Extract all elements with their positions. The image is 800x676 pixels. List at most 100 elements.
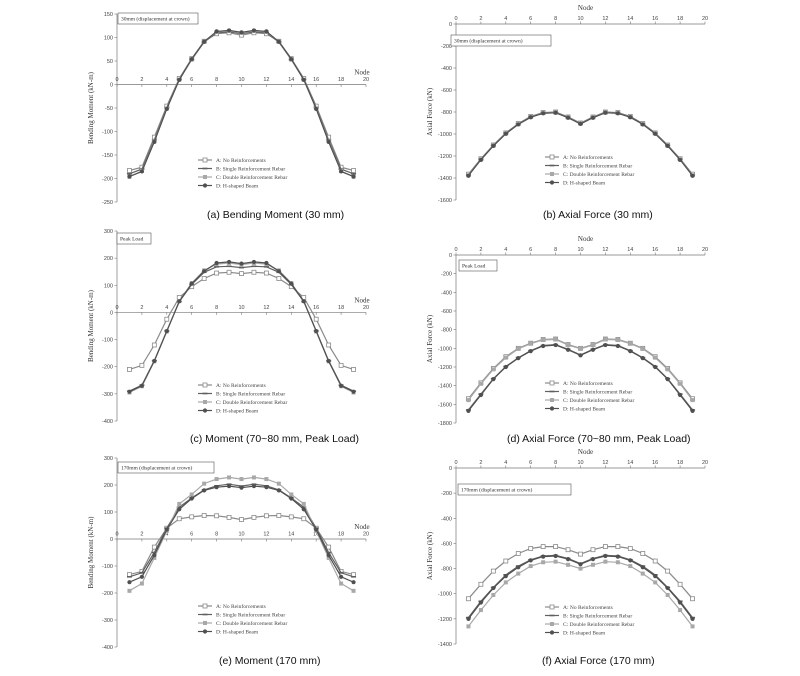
data-point-marker bbox=[326, 342, 332, 348]
y-tick-label: 0 bbox=[110, 537, 113, 543]
x-tick-label: 14 bbox=[627, 16, 633, 22]
data-point-marker bbox=[466, 173, 471, 178]
data-point-marker bbox=[541, 111, 546, 116]
y-tick-label: -1400 bbox=[438, 384, 452, 390]
y-tick-label: -300 bbox=[102, 392, 113, 398]
data-point-marker bbox=[528, 115, 533, 120]
x-tick-label: 12 bbox=[602, 460, 608, 466]
data-point-marker bbox=[164, 329, 169, 334]
x-tick-label: 10 bbox=[238, 77, 244, 83]
data-point-marker bbox=[202, 269, 207, 274]
y-tick-label: -300 bbox=[102, 618, 113, 624]
y-tick-label: -1600 bbox=[438, 198, 452, 204]
data-point-marker bbox=[541, 337, 546, 342]
y-tick-label: -200 bbox=[102, 365, 113, 371]
data-point-marker bbox=[201, 513, 207, 518]
data-point-marker bbox=[239, 30, 244, 35]
data-point-marker bbox=[189, 514, 195, 520]
data-point-marker bbox=[177, 501, 182, 506]
series-1 bbox=[127, 513, 356, 578]
legend-label: B: Single Reinforcement Rebar bbox=[216, 391, 285, 398]
data-point-marker bbox=[678, 600, 683, 605]
data-point-marker bbox=[289, 492, 294, 497]
series-3 bbox=[127, 261, 356, 395]
data-point-marker bbox=[326, 544, 332, 550]
data-point-marker bbox=[202, 39, 207, 44]
data-point-marker bbox=[301, 507, 306, 512]
legend-label: C: Double Reinforcement Rebar bbox=[216, 174, 287, 181]
legend-label: C: Double Reinforcement Rebar bbox=[216, 620, 287, 627]
data-point-marker bbox=[351, 389, 356, 394]
x-tick-label: 8 bbox=[215, 305, 218, 311]
x-tick-label: 18 bbox=[338, 532, 344, 538]
data-point-marker bbox=[628, 564, 633, 569]
data-point-marker bbox=[628, 558, 633, 563]
legend-label: D: H-shaped Beam bbox=[563, 631, 606, 637]
y-axis-title: Bending Moment (kN-m) bbox=[87, 289, 95, 362]
data-point-marker bbox=[678, 392, 683, 398]
chart-panel-4: 0 -200 -400 -600 -800 -1000 -1200 -1400 -1600 -18… bbox=[426, 235, 708, 427]
data-point-marker bbox=[151, 342, 157, 348]
annotation-label: 170mm (displacement at crown) bbox=[461, 487, 532, 494]
y-tick-label: -1600 bbox=[438, 402, 452, 408]
data-point-marker bbox=[203, 621, 207, 625]
data-point-marker bbox=[214, 513, 220, 519]
x-tick-label: 14 bbox=[288, 305, 294, 311]
data-point-marker bbox=[566, 343, 571, 348]
x-tick-label: 20 bbox=[702, 460, 708, 466]
series-1 bbox=[127, 30, 356, 173]
data-point-marker bbox=[239, 517, 244, 522]
data-point-marker bbox=[127, 174, 132, 179]
x-tick-label: 14 bbox=[288, 532, 294, 538]
data-point-marker bbox=[590, 347, 596, 352]
data-point-marker bbox=[665, 585, 670, 591]
data-point-marker bbox=[338, 362, 344, 368]
x-tick-label: 0 bbox=[454, 247, 457, 253]
data-point-marker bbox=[214, 29, 219, 34]
data-point-marker bbox=[603, 544, 608, 549]
series-3 bbox=[466, 337, 695, 403]
legend-label: C: Double Reinforcement Rebar bbox=[563, 171, 634, 178]
data-point-marker bbox=[503, 131, 508, 136]
data-point-marker bbox=[677, 581, 683, 587]
series-1 bbox=[466, 544, 695, 602]
data-point-marker bbox=[177, 299, 182, 304]
series-line bbox=[129, 514, 354, 576]
data-point-marker bbox=[351, 168, 356, 173]
data-point-marker bbox=[339, 383, 344, 388]
data-point-marker bbox=[628, 349, 633, 354]
data-point-marker bbox=[690, 398, 695, 403]
x-axis-title: Node bbox=[578, 235, 593, 243]
annotation-box bbox=[457, 483, 572, 496]
x-tick-label: 4 bbox=[504, 460, 507, 466]
series-2 bbox=[126, 265, 357, 392]
data-point-marker bbox=[139, 383, 144, 388]
x-tick-label: 4 bbox=[165, 77, 168, 83]
data-point-marker bbox=[565, 347, 571, 352]
x-tick-label: 8 bbox=[554, 460, 557, 466]
data-point-marker bbox=[264, 29, 269, 34]
annotation-box bbox=[116, 232, 152, 245]
y-tick-label: -1400 bbox=[438, 642, 452, 648]
legend-label: C: Double Reinforcement Rebar bbox=[563, 621, 634, 628]
series-line bbox=[129, 271, 354, 370]
data-point-marker bbox=[553, 337, 558, 342]
y-tick-label: -400 bbox=[441, 516, 452, 522]
data-point-marker bbox=[301, 299, 306, 304]
y-tick-label: -400 bbox=[441, 66, 452, 72]
x-tick-label: 2 bbox=[140, 532, 143, 538]
series-1 bbox=[127, 269, 356, 372]
data-point-marker bbox=[491, 143, 496, 148]
annotation-label: 30mm (displacement at crown) bbox=[454, 38, 523, 45]
data-point-marker bbox=[549, 630, 555, 635]
data-point-marker bbox=[251, 475, 256, 480]
x-tick-label: 2 bbox=[479, 16, 482, 22]
data-point-marker bbox=[541, 560, 546, 565]
data-point-marker bbox=[202, 157, 208, 163]
x-tick-label: 20 bbox=[363, 77, 369, 83]
data-point-marker bbox=[152, 139, 157, 144]
data-point-marker bbox=[640, 551, 646, 556]
data-point-marker bbox=[690, 408, 695, 413]
x-tick-label: 16 bbox=[652, 16, 658, 22]
y-tick-label: -200 bbox=[441, 491, 452, 497]
